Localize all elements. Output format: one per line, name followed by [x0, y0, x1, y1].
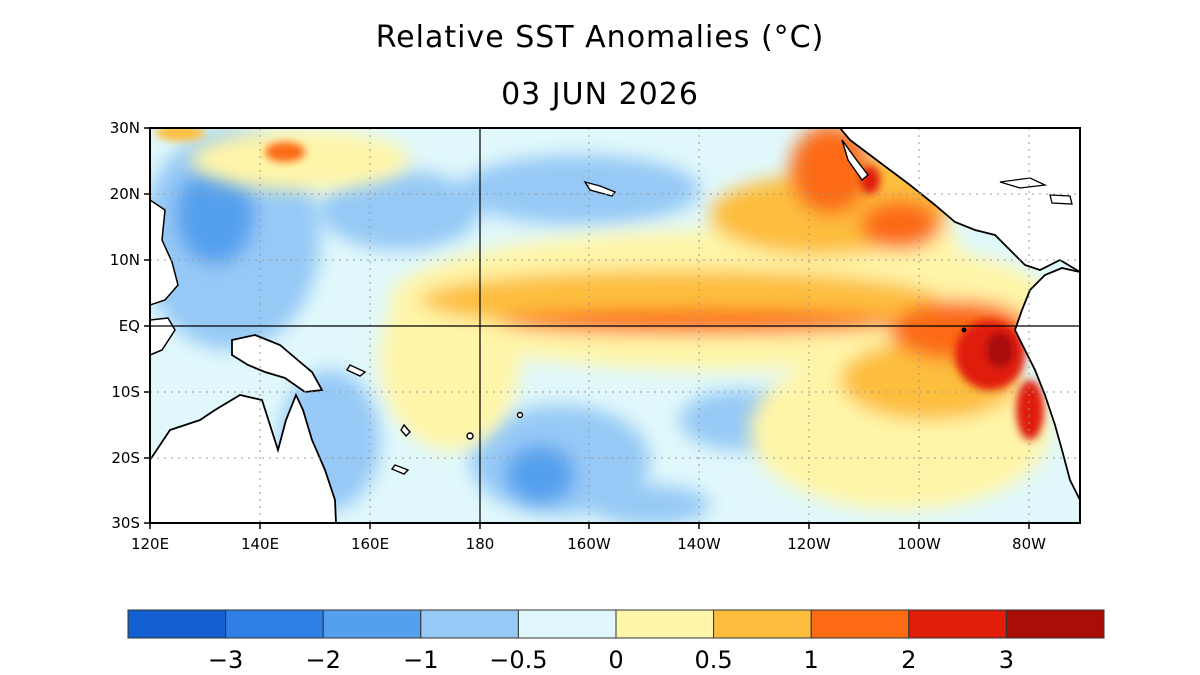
longitude-axis: 120E 140E 160E 180 160W 140W 120W 100W 8… [131, 523, 1046, 553]
indonesia-landmass [150, 317, 176, 356]
colorbar-tick-label: 0.5 [695, 646, 733, 674]
north-america-landmass [838, 128, 1080, 274]
colorbar-tick-label: −1 [403, 646, 438, 674]
solomon-islands [345, 364, 367, 377]
new-guinea-landmass [231, 334, 324, 393]
map-date: 03 JUN 2026 [501, 77, 699, 112]
lon-label: 120W [787, 535, 831, 553]
lon-label: 180 [466, 535, 495, 553]
colorbar-tick-label: 1 [804, 646, 819, 674]
anomaly-field [150, 128, 1080, 523]
lon-label: 140W [677, 535, 721, 553]
colorbar-swatch [713, 609, 812, 639]
australia-landmass [150, 392, 337, 523]
colorbar-swatch [615, 609, 715, 639]
colorbar-swatch [908, 609, 1007, 639]
colorbar-swatch [517, 609, 617, 639]
colorbar: −3 −2 −1 −0.5 0 0.5 1 2 3 [127, 609, 1105, 674]
colorbar-tick-label: 0 [608, 646, 623, 674]
colorbar-swatch [225, 609, 324, 639]
lat-label: 10N [110, 251, 140, 269]
warm-anomaly-regions [190, 128, 1050, 510]
colorbar-swatch [322, 609, 422, 639]
lon-label: 120E [131, 535, 169, 553]
island-marker [466, 432, 474, 440]
colorbar-tick-label: −0.5 [489, 646, 547, 674]
lat-label: EQ [119, 317, 140, 335]
lon-label: 140E [241, 535, 279, 553]
lat-label: 30S [111, 514, 140, 532]
lat-label: 20N [110, 185, 140, 203]
colorbar-swatch [127, 609, 227, 639]
colorbar-swatch [1005, 609, 1105, 639]
baja-peninsula [841, 139, 869, 182]
lon-label: 160E [351, 535, 389, 553]
lat-label: 20S [111, 449, 140, 467]
colorbar-tick-label: −2 [306, 646, 341, 674]
galapagos-marker [961, 327, 967, 333]
caribbean-island [1049, 194, 1073, 205]
philippines-landmass [150, 199, 179, 306]
lat-label: 10S [111, 383, 140, 401]
latitude-axis: 30N 20N 10N EQ 10S 20S 30S [110, 119, 150, 532]
vanuatu-islands [400, 423, 411, 438]
land-masses [150, 128, 1080, 523]
fiji-islands [390, 464, 410, 475]
colorbar-swatch [810, 609, 910, 639]
island-marker [516, 411, 524, 419]
colorbar-swatch [420, 609, 519, 639]
lon-label: 160W [567, 535, 611, 553]
lon-label: 80W [1012, 535, 1046, 553]
colorbar-tick-label: −3 [208, 646, 243, 674]
strong-warm-regions [155, 128, 1044, 440]
colorbar-tick-label: 2 [901, 646, 916, 674]
lat-label: 30N [110, 119, 140, 137]
caribbean-island [999, 177, 1048, 189]
lon-label: 100W [897, 535, 941, 553]
map-title: Relative SST Anomalies (°C) [375, 20, 825, 55]
colorbar-tick-label: 3 [999, 646, 1014, 674]
